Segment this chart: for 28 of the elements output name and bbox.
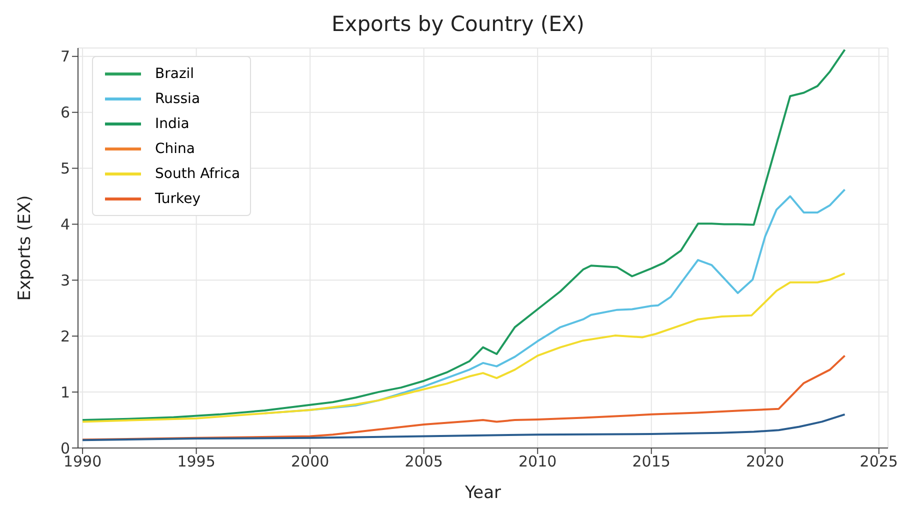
- line-series: [82, 413, 846, 442]
- x-tick-label: 2005: [404, 452, 443, 471]
- legend-label: India: [155, 116, 190, 132]
- x-tick-label: 1995: [177, 452, 216, 471]
- x-tick-label: 2015: [632, 452, 670, 471]
- legend-label: Russia: [155, 90, 200, 106]
- x-axis-title: Year: [464, 483, 502, 503]
- y-tick-label: 5: [60, 160, 70, 178]
- y-axis-title: Exports (EX): [15, 195, 36, 301]
- y-tick-label: 4: [60, 216, 70, 234]
- legend-label: South Africa: [155, 166, 240, 182]
- y-tick-label: 1: [60, 383, 70, 402]
- x-tick-label: 2000: [290, 452, 330, 471]
- line-series: [82, 354, 846, 441]
- y-tick-label: 7: [60, 48, 70, 66]
- y-tick-label: 2: [60, 327, 70, 346]
- x-tick-label: 2025: [860, 452, 898, 471]
- chart-title: Exports by Country (EX): [330, 11, 586, 38]
- x-tick-label: 2020: [746, 452, 784, 471]
- x-tick-label: 2010: [518, 452, 557, 471]
- line-series: [82, 48, 846, 422]
- legend-label: China: [155, 140, 195, 156]
- x-tick-label: 1990: [63, 452, 102, 471]
- y-tick-label: 6: [60, 104, 70, 122]
- legend-label: Turkey: [155, 190, 201, 206]
- y-tick-label: 3: [60, 271, 70, 290]
- legend-label: Brazil: [155, 66, 194, 82]
- line-series: [82, 272, 846, 423]
